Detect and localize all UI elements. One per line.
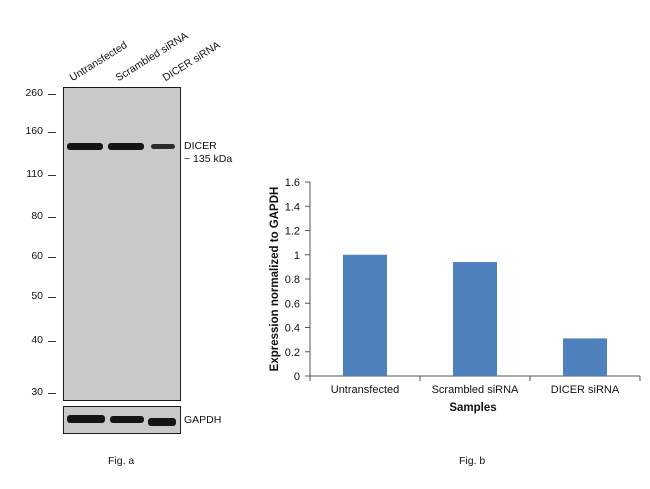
mw-tick-30 [48, 393, 56, 394]
mw-marker-60: 60 [31, 250, 43, 262]
mw-marker-40: 40 [31, 334, 43, 346]
mw-tick-160 [48, 132, 56, 133]
mw-marker-80: 80 [31, 210, 43, 222]
y-axis-title: Expression normalized to GAPDH [269, 187, 281, 372]
dicer-target-label: DICER [184, 140, 217, 152]
mw-marker-110: 110 [26, 168, 43, 180]
fig-b-caption: Fig. b [459, 455, 486, 467]
y-tick-label: 0.6 [285, 298, 300, 310]
y-tick-label: 0.8 [285, 274, 300, 286]
mw-marker-30: 30 [31, 386, 43, 398]
gapdh-band-lane-1 [67, 415, 105, 423]
x-tick-label: DICER siRNA [551, 384, 620, 396]
y-tick-label: 1.6 [285, 177, 300, 189]
x-tick-label: Untransfected [331, 384, 399, 396]
gapdh-band-lane-2 [110, 416, 144, 423]
y-tick-label: 1.4 [285, 201, 300, 213]
dicer-band-lane-1 [67, 143, 103, 150]
fig-a-caption: Fig. a [108, 455, 135, 467]
mw-marker-50: 50 [31, 290, 43, 302]
x-axis-title: Samples [449, 402, 496, 414]
dicer-blot-image [63, 87, 181, 401]
bar-3 [563, 338, 607, 376]
mw-tick-40 [48, 341, 56, 342]
bar-2 [453, 262, 497, 376]
mw-tick-260 [48, 94, 56, 95]
dicer-size-label: ~ 135 kDa [184, 153, 233, 165]
y-tick-label: 1 [294, 250, 300, 262]
gapdh-label: GAPDH [184, 414, 222, 426]
gapdh-blot-image [63, 406, 181, 434]
gapdh-band-lane-3 [148, 418, 176, 426]
dicer-band-lane-3 [151, 144, 175, 149]
mw-tick-60 [48, 257, 56, 258]
dicer-band-lane-2 [108, 143, 144, 150]
mw-marker-260: 260 [25, 87, 43, 99]
y-tick-label: 1.2 [285, 226, 300, 238]
mw-tick-50 [48, 297, 56, 298]
y-tick-label: 0.4 [285, 323, 300, 335]
bar-1 [343, 254, 387, 376]
y-tick-label: 0.2 [285, 347, 300, 359]
x-tick-label: Scrambled siRNA [432, 384, 519, 396]
y-tick-label: 0 [294, 371, 300, 383]
mw-tick-80 [48, 217, 56, 218]
mw-marker-160: 160 [25, 125, 43, 137]
mw-tick-110 [48, 175, 56, 176]
